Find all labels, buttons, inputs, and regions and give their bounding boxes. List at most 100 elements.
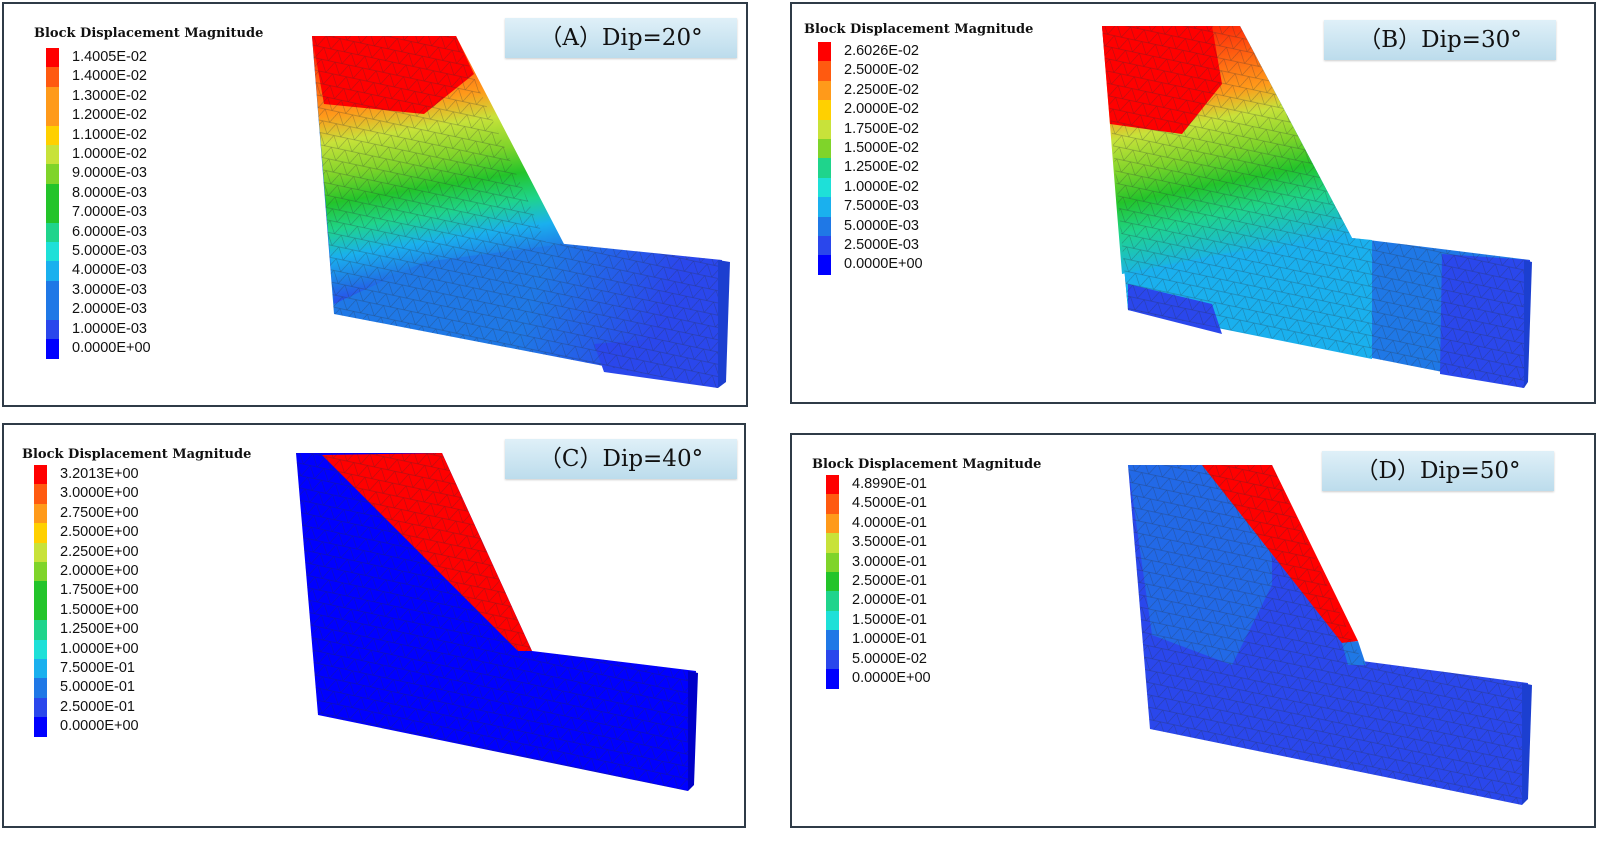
legend-value: 0.0000E+00 — [852, 670, 931, 686]
legend-value: 2.0000E+00 — [60, 563, 139, 579]
slope-model — [312, 36, 730, 388]
legend-value: 1.0000E+00 — [60, 640, 139, 657]
legend-swatch — [34, 659, 47, 679]
dip-label: （A）Dip=20° — [505, 18, 737, 58]
legend-value: 7.5000E-03 — [844, 198, 919, 215]
legend-swatch — [46, 339, 59, 359]
legend-value: 2.5000E-02 — [844, 62, 919, 79]
dip-label: （C）Dip=40° — [505, 439, 737, 479]
legend-swatch — [826, 513, 839, 534]
legend-swatch — [46, 164, 59, 185]
legend-value: 3.5000E-01 — [852, 534, 927, 551]
legend-value: 2.5000E-03 — [844, 237, 919, 253]
legend-swatch — [46, 183, 59, 204]
legend-value: 0.0000E+00 — [844, 256, 923, 273]
legend-swatch — [818, 197, 831, 218]
panel-dip-50: Block Displacement Magnitude 4.8990E-01 4… — [790, 433, 1596, 828]
legend-swatch — [46, 106, 59, 127]
legend-swatch — [46, 48, 59, 68]
legend-swatch — [34, 678, 47, 699]
legend-value: 1.7500E-02 — [844, 120, 919, 137]
slope-model — [1102, 26, 1532, 388]
legend-value: 0.0000E+00 — [60, 718, 139, 735]
legend-swatch — [818, 236, 831, 256]
dip-label: （B）Dip=30° — [1324, 20, 1556, 60]
legend-swatch — [818, 80, 831, 101]
legend-value: 3.0000E-01 — [852, 553, 927, 570]
legend-value: 5.0000E-02 — [852, 650, 927, 667]
legend-value: 9.0000E-03 — [72, 165, 147, 182]
legend-value: 1.5000E-02 — [844, 140, 919, 156]
legend-value: 1.4000E-02 — [72, 68, 147, 85]
legend-value: 4.8990E-01 — [852, 476, 927, 492]
legend-swatch — [826, 475, 839, 495]
side-face — [1522, 683, 1532, 805]
legend-swatch — [34, 639, 47, 660]
legend-value: 1.0000E-03 — [72, 320, 147, 337]
legend-swatch — [818, 42, 831, 62]
legend-title: Block Displacement Magnitude — [22, 447, 252, 462]
legend-value: 1.0000E-01 — [852, 631, 927, 648]
legend-swatch — [818, 119, 831, 140]
legend-value: 2.5000E+00 — [60, 524, 139, 541]
legend-value: 2.2500E+00 — [60, 543, 139, 560]
legend-swatch — [34, 697, 47, 718]
legend-value: 1.0000E-02 — [72, 146, 147, 162]
legend-value: 1.2000E-02 — [72, 107, 147, 124]
legend-title: Block Displacement Magnitude — [804, 22, 1034, 37]
legend-value: 1.2500E+00 — [60, 621, 139, 638]
legend-value: 3.0000E+00 — [60, 485, 139, 502]
legend-swatch — [46, 203, 59, 224]
panel-dip-20: Block Displacement Magnitude 1.4005E-02 1… — [2, 2, 748, 407]
legend-value: 2.6026E-02 — [844, 43, 919, 59]
mesh-overlay — [1128, 465, 1528, 805]
legend-swatch — [34, 600, 47, 621]
legend-value: 2.5000E-01 — [852, 573, 927, 589]
legend-value: 2.0000E-01 — [852, 592, 927, 609]
legend-value: 4.0000E-03 — [72, 262, 147, 279]
legend-value: 7.5000E-01 — [60, 660, 135, 676]
legend-swatch — [826, 649, 839, 670]
legend-value: 4.0000E-01 — [852, 514, 927, 531]
legend-swatch — [46, 319, 59, 340]
legend-value: 1.4005E-02 — [72, 49, 147, 65]
legend-value: 0.0000E+00 — [72, 340, 151, 356]
mesh-overlay — [296, 453, 696, 791]
legend-swatch — [826, 610, 839, 631]
legend-title: Block Displacement Magnitude — [812, 457, 1042, 472]
legend-value: 7.0000E-03 — [72, 204, 147, 221]
panel-dip-30: Block Displacement Magnitude 2.6026E-02 2… — [790, 2, 1596, 404]
legend-title: Block Displacement Magnitude — [34, 26, 264, 41]
legend-value: 1.1000E-02 — [72, 126, 147, 143]
legend-value: 2.0000E-03 — [72, 301, 147, 318]
legend-swatch — [34, 503, 47, 524]
legend-value: 5.0000E-03 — [844, 217, 919, 234]
legend-value: 1.7500E+00 — [60, 582, 139, 599]
legend-value: 1.5000E-01 — [852, 611, 927, 628]
panel-dip-40: Block Displacement Magnitude 3.2013E+00 3… — [2, 423, 746, 828]
slope-model — [1128, 465, 1532, 805]
legend-swatch — [826, 630, 839, 651]
legend-swatch — [818, 216, 831, 237]
legend-swatch — [34, 717, 47, 738]
mesh-overlay — [1102, 26, 1530, 388]
legend-swatch — [46, 280, 59, 301]
legend-swatch — [46, 300, 59, 321]
legend-value: 5.0000E-01 — [60, 679, 135, 696]
legend-value: 2.2500E-02 — [844, 81, 919, 98]
legend-swatch — [818, 255, 831, 276]
legend-swatch — [826, 552, 839, 573]
legend-swatch — [46, 242, 59, 262]
legend-value: 1.3000E-02 — [72, 87, 147, 104]
legend-swatch — [34, 465, 47, 485]
legend-value: 4.5000E-01 — [852, 495, 927, 512]
side-face — [688, 671, 698, 791]
legend-value: 3.2013E+00 — [60, 466, 139, 482]
legend-swatch — [46, 67, 59, 88]
legend-swatch — [818, 177, 831, 198]
legend-value: 5.0000E-03 — [72, 243, 147, 259]
legend-swatch — [46, 261, 59, 282]
legend-swatch — [826, 572, 839, 592]
legend-swatch — [818, 100, 831, 121]
legend-swatch — [826, 669, 839, 689]
